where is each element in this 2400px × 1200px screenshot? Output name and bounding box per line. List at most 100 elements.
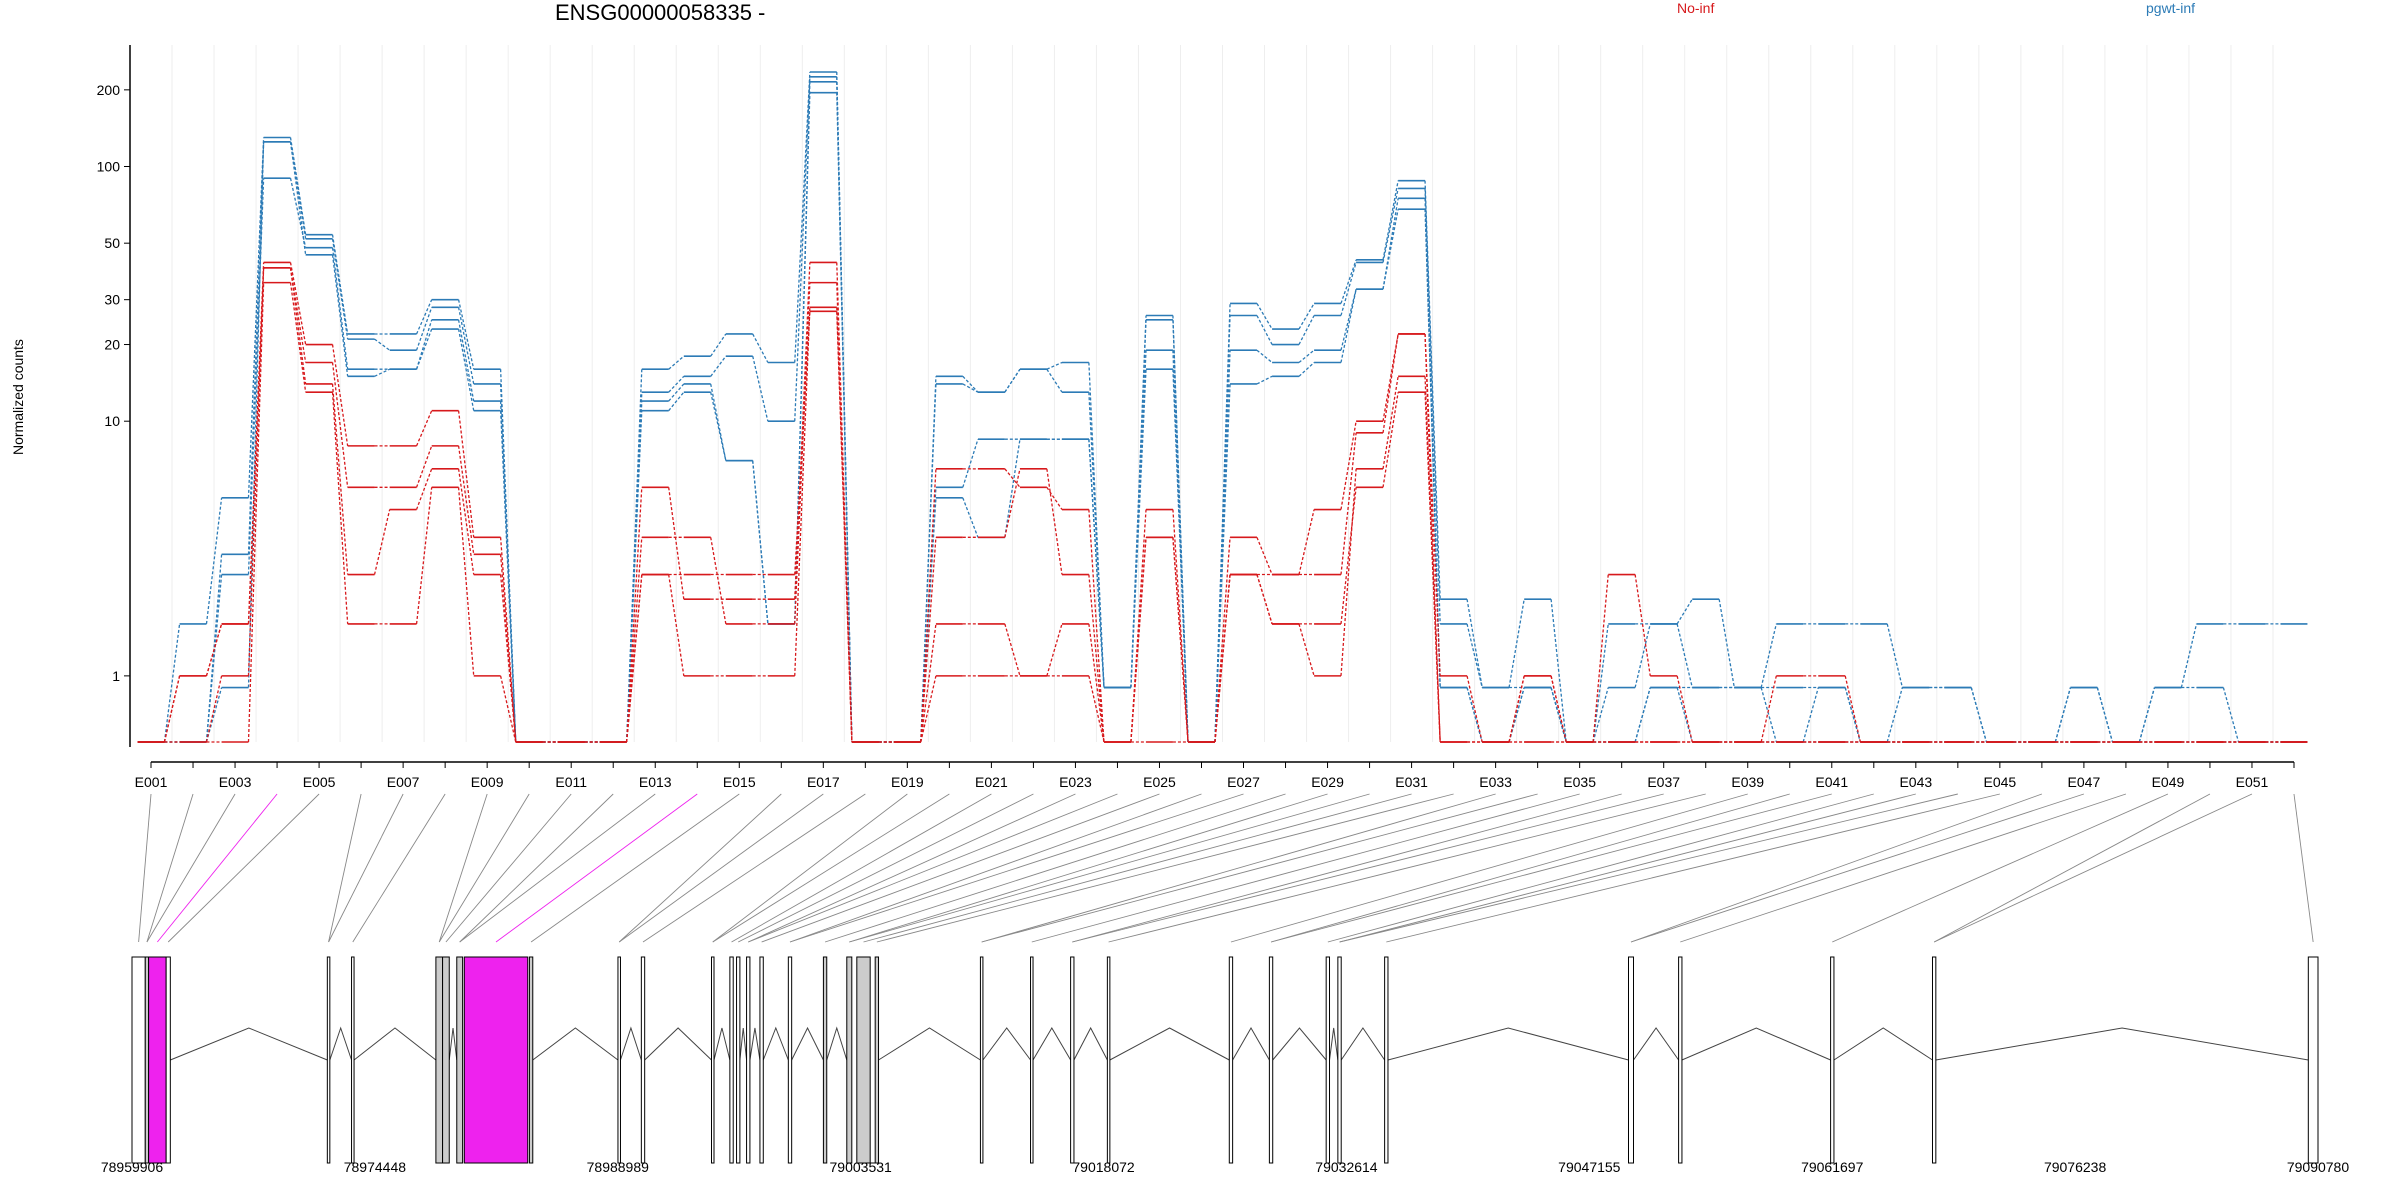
series-connector [1844,675,1861,743]
exon-box [442,956,450,1164]
exon-connector [146,793,236,943]
exon-box [463,956,529,1164]
coordinate-label: 79061697 [1801,1159,1864,1175]
series-connector [1340,259,1357,304]
series-connector [1088,392,1105,688]
series-connector [331,247,349,370]
series-connector [457,445,475,555]
series-connector [1508,687,1525,743]
x-tick-label: E011 [555,774,587,790]
coordinate-label: 79076238 [2044,1159,2107,1175]
series-connector [1298,349,1315,364]
series-connector [1130,369,1147,688]
intron-line [1272,1027,1327,1061]
series-connector [1340,468,1357,676]
series-connector [331,344,349,446]
exon-connectors [138,793,2314,943]
series-connector [1298,509,1315,575]
exon-connector [138,793,152,943]
series-connector [710,392,727,461]
series-connector [1340,289,1357,363]
x-tick-label: E041 [1815,774,1848,790]
series-connector [962,375,979,393]
series-connector [668,574,685,676]
exon-connector [1933,793,2253,943]
coordinate-label: 79090780 [2287,1159,2350,1175]
series-connector [247,141,265,555]
series-connector [794,307,811,676]
x-tick-label: E025 [1143,774,1176,790]
series-connector [1760,687,1777,743]
x-tick-label: E047 [2068,774,2101,790]
exon-box [144,956,150,1164]
x-tick-label: E005 [303,774,336,790]
series-connector [1046,623,1063,677]
series-connector [1088,675,1105,743]
series-connector [1046,368,1063,393]
series-connector [1466,675,1483,743]
series-connector [1214,574,1231,743]
x-tick-label: E027 [1227,774,1260,790]
series-connector [374,368,390,377]
exon-box [874,956,880,1164]
intron-line [1232,1026,1270,1061]
intron-line [353,1027,437,1061]
y-tick-label: 100 [97,159,121,175]
series-connector [2138,687,2156,743]
exon-connector [1031,793,1580,943]
grid-lines [171,45,2274,742]
exon-connector [849,793,1328,943]
series-connector [752,460,769,624]
x-tick-label: E035 [1563,774,1596,790]
intron-line [826,1026,848,1061]
x-tick-label: E009 [471,774,504,790]
exon-box [1931,956,1937,1164]
exon-box [787,956,793,1164]
series-connector [457,410,475,538]
exon-connector [761,793,1160,943]
x-tick-label: E003 [219,774,252,790]
x-tick-label: E051 [2236,774,2269,790]
series-connector [415,299,433,335]
series-connector [2222,687,2240,743]
coordinate-label: 78974448 [344,1159,407,1175]
exon-box [435,956,444,1164]
exon-box [1678,956,1683,1164]
series-connector [1508,675,1525,743]
intron-line [1032,1027,1072,1061]
x-tick-label: E033 [1479,774,1512,790]
series-connector [794,92,811,624]
series-connector [962,438,979,488]
series-connector [1340,487,1357,624]
series-connector [1634,623,1651,688]
exon-connector [1072,793,1622,943]
intron-line [619,1026,642,1061]
x-tick-label: E049 [2152,774,2185,790]
series-connector [1340,288,1357,351]
series-connector [289,267,307,385]
series-connector [415,468,433,510]
series-connector [1760,675,1777,743]
intron-line [532,1027,619,1061]
exon-connector [824,793,1286,943]
exon-box [640,956,646,1164]
exon-box [1228,956,1234,1164]
series-connector [962,383,979,393]
series-connector [1004,439,1021,538]
series-connector [415,487,433,624]
series-connector [1886,623,1904,688]
series-connector [457,307,475,385]
exon-connector [789,793,1244,943]
exon-box [856,956,871,1164]
exon-box [746,956,751,1164]
intron-line [329,1026,353,1061]
x-tick-label: E043 [1899,774,1932,790]
exon-box [617,956,621,1164]
series-connector [247,282,265,743]
series-connector [1382,188,1399,263]
exon-connector [328,793,362,943]
exon-connector [1108,793,1706,943]
intron-line [644,1027,712,1061]
intron-line [1935,1027,2309,1061]
